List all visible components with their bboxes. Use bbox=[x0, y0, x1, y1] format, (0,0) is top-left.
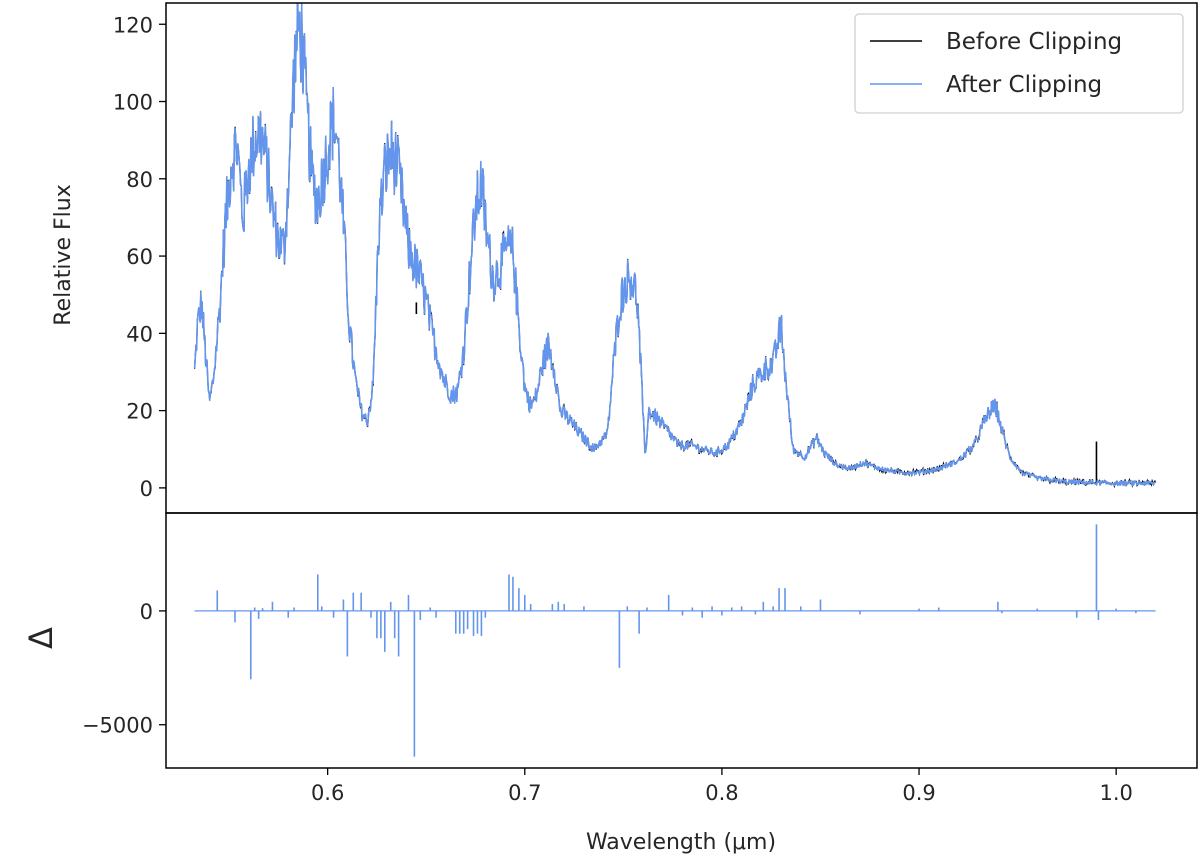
legend-label-after-clipping: After Clipping bbox=[946, 72, 1102, 98]
bottom-y-ticks: 0 −5000 bbox=[82, 600, 166, 738]
top-y-tick-label-0: 0 bbox=[140, 477, 153, 501]
x-tick-label-1: 0.7 bbox=[508, 781, 541, 805]
bottom-y-tick-label-1: −5000 bbox=[82, 714, 153, 738]
top-y-tick-label-20: 20 bbox=[126, 400, 153, 424]
legend-box bbox=[854, 13, 1184, 114]
top-y-tick-label-100: 100 bbox=[113, 91, 153, 115]
legend: Before Clipping After Clipping bbox=[854, 13, 1184, 114]
top-plot-lines bbox=[193, 3, 1157, 489]
legend-label-before-clipping: Before Clipping bbox=[946, 29, 1122, 55]
x-tick-label-4: 1.0 bbox=[1099, 781, 1132, 805]
before-clipping-spikes bbox=[415, 302, 1098, 485]
top-y-tick-label-120: 120 bbox=[113, 13, 153, 37]
x-tick-label-2: 0.8 bbox=[705, 781, 738, 805]
x-tick-label-3: 0.9 bbox=[902, 781, 935, 805]
x-axis-title: Wavelength (μm) bbox=[586, 830, 776, 855]
top-y-tick-label-80: 80 bbox=[126, 168, 153, 192]
top-y-axis-title: Relative Flux bbox=[51, 184, 76, 325]
bottom-panel: 0 −5000 0.6 0.7 0.8 0.9 1.0 Δ Wavelength (μm) bbox=[22, 512, 1198, 855]
after-clipping-line bbox=[193, 3, 1156, 487]
top-y-tick-label-40: 40 bbox=[126, 322, 153, 346]
bottom-plot-lines bbox=[194, 524, 1156, 757]
bottom-panel-frame bbox=[165, 512, 1198, 769]
top-y-tick-label-60: 60 bbox=[126, 245, 153, 269]
top-y-ticks: 0 20 40 60 80 100 120 bbox=[113, 13, 166, 501]
bottom-x-ticks: 0.6 0.7 0.8 0.9 1.0 bbox=[311, 768, 1133, 805]
x-tick-label-0: 0.6 bbox=[311, 781, 344, 805]
delta-spikes bbox=[216, 524, 1137, 757]
bottom-y-tick-label-0: 0 bbox=[140, 600, 153, 624]
bottom-y-axis-title: Δ bbox=[22, 627, 60, 649]
